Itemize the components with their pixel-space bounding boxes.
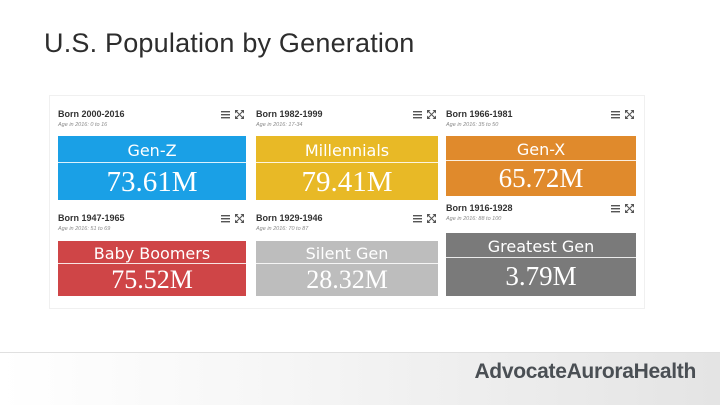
card-header: Born 1982-1999 Age in 2016: 17-34 [256,106,438,136]
card-header: Born 2000-2016 Age in 2016: 0 to 16 [58,106,246,136]
age-range: Age in 2016: 17-34 [256,122,303,128]
population-value: 73.61M [106,166,198,198]
generation-name: Baby Boomers [93,244,211,263]
tile-gen-x: Gen-X 65.72M [446,136,636,196]
age-range: Age in 2016: 88 to 100 [446,216,502,222]
population-value: 75.52M [111,265,193,294]
card-gen-z: Born 2000-2016 Age in 2016: 0 to 16 Gen-… [58,106,246,200]
born-range: Born 1966-1981 [446,109,513,119]
hamburger-menu-icon[interactable] [221,214,230,223]
expand-arrows-icon[interactable] [625,110,634,119]
generation-name: Silent Gen [305,244,389,263]
tile-silent-gen: Silent Gen 28.32M [256,241,438,296]
page-title: U.S. Population by Generation [44,28,415,58]
generation-dashboard: Born 2000-2016 Age in 2016: 0 to 16 Gen-… [50,96,644,308]
tile-divider [256,263,438,264]
hamburger-menu-icon[interactable] [413,214,422,223]
tile-greatest-gen: Greatest Gen 3.79M [446,233,636,296]
born-range: Born 1947-1965 [58,213,125,223]
card-header: Born 1916-1928 Age in 2016: 88 to 100 [446,200,636,230]
tile-baby-boomers: Baby Boomers 75.52M [58,241,246,296]
born-range: Born 1982-1999 [256,109,323,119]
hamburger-menu-icon[interactable] [221,110,230,119]
tile-divider [58,162,246,163]
footer-divider [0,352,720,353]
card-millennials: Born 1982-1999 Age in 2016: 17-34 Millen… [256,106,438,200]
tile-divider [446,160,636,161]
expand-arrows-icon[interactable] [427,110,436,119]
age-range: Age in 2016: 0 to 16 [58,122,108,128]
tile-millennials: Millennials 79.41M [256,136,438,200]
hamburger-menu-icon[interactable] [611,204,620,213]
population-value: 3.79M [505,261,577,291]
age-range: Age in 2016: 70 to 87 [256,226,309,232]
card-greatest-gen: Born 1916-1928 Age in 2016: 88 to 100 Gr… [446,200,636,296]
generation-name: Millennials [304,141,390,160]
generation-name: Gen-X [516,140,566,159]
card-header: Born 1966-1981 Age in 2016: 35 to 50 [446,106,636,136]
brand-logo: AdvocateAuroraHealth [474,360,696,383]
generation-name: Gen-Z [127,141,177,160]
age-range: Age in 2016: 35 to 50 [446,122,499,128]
tile-divider [256,162,438,163]
expand-arrows-icon[interactable] [625,204,634,213]
expand-arrows-icon[interactable] [427,214,436,223]
age-range: Age in 2016: 51 to 69 [58,226,111,232]
card-header: Born 1929-1946 Age in 2016: 70 to 87 [256,210,438,240]
expand-arrows-icon[interactable] [235,110,244,119]
expand-arrows-icon[interactable] [235,214,244,223]
population-value: 65.72M [498,163,584,193]
card-baby-boomers: Born 1947-1965 Age in 2016: 51 to 69 Bab… [58,210,246,296]
population-value: 79.41M [301,166,393,198]
born-range: Born 1929-1946 [256,213,323,223]
born-range: Born 1916-1928 [446,203,513,213]
generation-name: Greatest Gen [487,237,595,256]
tile-divider [446,257,636,258]
card-header: Born 1947-1965 Age in 2016: 51 to 69 [58,210,246,240]
card-gen-x: Born 1966-1981 Age in 2016: 35 to 50 Gen… [446,106,636,196]
population-value: 28.32M [306,265,388,294]
hamburger-menu-icon[interactable] [413,110,422,119]
footer-band [0,352,720,405]
card-silent-gen: Born 1929-1946 Age in 2016: 70 to 87 Sil… [256,210,438,296]
hamburger-menu-icon[interactable] [611,110,620,119]
tile-gen-z: Gen-Z 73.61M [58,136,246,200]
born-range: Born 2000-2016 [58,109,125,119]
tile-divider [58,263,246,264]
